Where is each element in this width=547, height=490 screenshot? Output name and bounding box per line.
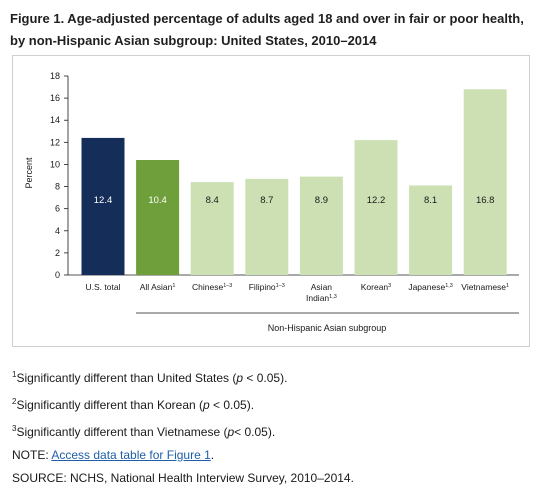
bar-value-label: 10.4 <box>148 195 167 206</box>
category-label-line2: Indian1,3 <box>306 293 337 303</box>
x-axis-categories: U.S. total All Asian1 Chinese1–3 Filipino1–… <box>86 282 510 303</box>
category-label: Filipino1–3 <box>249 282 285 292</box>
subgroup-group-label: Non-Hispanic Asian subgroup <box>268 323 387 333</box>
bar <box>245 178 289 275</box>
y-tick-label: 12 <box>50 137 60 147</box>
bar-value-label: 8.7 <box>260 195 273 206</box>
bar <box>81 137 125 275</box>
y-tick-label: 2 <box>55 248 60 258</box>
bar-value-label: 12.4 <box>94 195 113 206</box>
y-tick-label: 18 <box>50 71 60 81</box>
bar-value-label: 8.9 <box>315 195 328 206</box>
footnote-3: 3Significantly different than Vietnamese… <box>12 424 276 439</box>
y-tick-label: 14 <box>50 115 60 125</box>
y-tick-label: 6 <box>55 204 60 214</box>
bar <box>299 176 343 275</box>
bar <box>190 182 234 275</box>
category-label: Vietnamese1 <box>461 282 509 292</box>
bar-value-label: 8.4 <box>206 195 219 206</box>
note-line: NOTE: Access data table for Figure 1. <box>12 448 215 462</box>
y-tick-label: 10 <box>50 159 60 169</box>
category-label: Japanese1,3 <box>408 282 453 292</box>
y-tick-label: 0 <box>55 270 60 280</box>
category-label: Korean3 <box>361 282 391 292</box>
y-tick-label: 16 <box>50 93 60 103</box>
figure-title: Figure 1. Age-adjusted percentage of adu… <box>10 11 524 48</box>
bar-value-label: 16.8 <box>476 195 495 206</box>
y-axis-label: Percent <box>24 157 34 189</box>
y-tick-label: 4 <box>55 226 60 236</box>
footnotes: 1Significantly different than United Sta… <box>12 363 542 490</box>
bar-value-label: 8.1 <box>424 195 437 206</box>
bars: 12.4 10.4 8.4 8.7 8.9 12.2 8.1 16.8 <box>81 89 507 275</box>
chart-canvas: 0 2 4 6 8 10 12 14 16 18 Percent 12.4 10.4 8.4 8.7 8.… <box>24 71 519 333</box>
category-label: All Asian1 <box>140 282 176 292</box>
category-label: U.S. total <box>86 282 121 292</box>
bar <box>354 140 398 275</box>
bar-value-label: 12.2 <box>367 195 386 206</box>
category-label: Asian <box>311 282 333 292</box>
access-data-table-link[interactable]: Access data table for Figure 1 <box>51 448 211 462</box>
bar <box>409 185 453 275</box>
bar-chart: 0 2 4 6 8 10 12 14 16 18 Percent 12.4 10.4 8.4 8.7 8.… <box>12 55 530 347</box>
bar <box>136 160 180 275</box>
footnote-2: 2Significantly different than Korean (p … <box>12 397 255 412</box>
source-line: SOURCE: NCHS, National Health Interview … <box>12 471 354 485</box>
category-label: Chinese1–3 <box>192 282 232 292</box>
footnote-1: 1Significantly different than United Sta… <box>12 370 288 385</box>
y-tick-label: 8 <box>55 182 60 192</box>
bar <box>463 89 507 275</box>
